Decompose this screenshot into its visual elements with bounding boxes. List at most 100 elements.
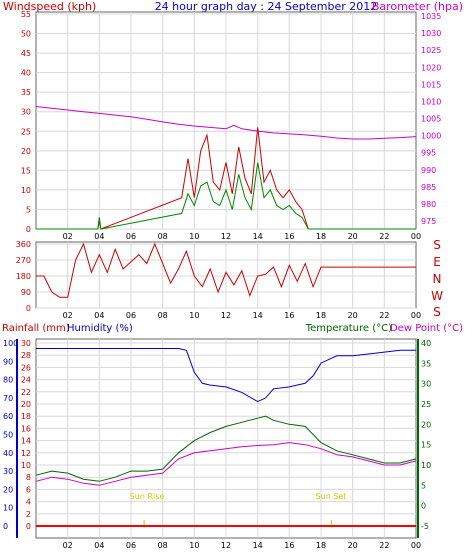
temperature-y-tick: 20 bbox=[421, 420, 431, 429]
wind-y-tick: 30 bbox=[21, 108, 31, 117]
direction-y-tick: 90 bbox=[21, 288, 31, 297]
barometer-y-tick: 990 bbox=[421, 166, 436, 175]
x-tick-label: 14 bbox=[253, 311, 263, 320]
x-tick-label: 06 bbox=[126, 541, 136, 550]
compass-label-w: W bbox=[431, 289, 443, 303]
temperature-y-tick: 10 bbox=[421, 461, 431, 470]
x-tick-label: 06 bbox=[126, 311, 136, 320]
x-tick-label: 10 bbox=[189, 541, 199, 550]
temperature-y-tick: 25 bbox=[421, 400, 431, 409]
temperature-y-tick: 0 bbox=[421, 502, 426, 511]
x-tick-label: 14 bbox=[253, 232, 263, 241]
x-tick-label: 04 bbox=[94, 541, 104, 550]
temperature-y-tick: 40 bbox=[421, 339, 431, 348]
wind-y-tick: 5 bbox=[26, 205, 31, 214]
barometer-axis-title: Barometer (hpa) bbox=[372, 0, 463, 13]
temperature-y-tick: 15 bbox=[421, 441, 431, 450]
rain-y-tick: 4 bbox=[26, 498, 31, 507]
rainfall-axis-title: Rainfall (mm) bbox=[2, 323, 70, 334]
wind-y-tick: 45 bbox=[21, 49, 31, 58]
compass-label-n: N bbox=[433, 272, 442, 286]
wind-axis-title: Windspeed (kph) bbox=[3, 0, 96, 13]
x-tick-label: 18 bbox=[316, 311, 326, 320]
rain-y-tick: 24 bbox=[21, 376, 31, 385]
x-tick-label: 16 bbox=[284, 232, 294, 241]
wind-y-tick: 25 bbox=[21, 127, 31, 136]
x-tick-label: 08 bbox=[158, 311, 168, 320]
x-tick-label: 00 bbox=[411, 541, 421, 550]
sunrise-label: Sun Rise bbox=[130, 492, 165, 501]
x-tick-label: 22 bbox=[379, 311, 389, 320]
dewpoint-axis-title: Dew Point (°C) bbox=[390, 323, 463, 334]
series-dew-point bbox=[35, 442, 417, 486]
x-tick-label: 18 bbox=[316, 232, 326, 241]
x-tick-label: 10 bbox=[189, 232, 199, 241]
temperature-y-tick: 30 bbox=[421, 380, 431, 389]
rain-y-tick: 28 bbox=[21, 351, 31, 360]
series-wind-direction bbox=[36, 242, 416, 298]
humidity-y-tick: 60 bbox=[3, 412, 13, 421]
x-tick-label: 16 bbox=[284, 311, 294, 320]
barometer-y-tick: 1005 bbox=[421, 115, 441, 124]
wind-y-tick: 50 bbox=[21, 30, 31, 39]
humidity-y-tick: 20 bbox=[3, 485, 13, 494]
humidity-y-tick: 10 bbox=[3, 504, 13, 513]
direction-y-tick: 270 bbox=[16, 256, 31, 265]
x-tick-label: 20 bbox=[348, 232, 358, 241]
x-tick-label: 16 bbox=[284, 541, 294, 550]
rain-y-tick: 22 bbox=[21, 388, 31, 397]
x-tick-label: 20 bbox=[348, 311, 358, 320]
humidity-y-tick: 30 bbox=[3, 467, 13, 476]
x-tick-label: 02 bbox=[63, 541, 73, 550]
temperature-y-tick: -5 bbox=[421, 522, 429, 531]
wind-y-tick: 15 bbox=[21, 166, 31, 175]
x-tick-label: 20 bbox=[348, 541, 358, 550]
barometer-y-tick: 1025 bbox=[421, 46, 441, 55]
barometer-y-tick: 975 bbox=[421, 217, 436, 226]
x-tick-label: 12 bbox=[221, 541, 231, 550]
barometer-y-tick: 995 bbox=[421, 149, 436, 158]
x-tick-label: 00 bbox=[411, 232, 421, 241]
series-temperature bbox=[35, 415, 417, 482]
compass-label-s2: S bbox=[433, 305, 441, 319]
x-tick-label: 18 bbox=[316, 541, 326, 550]
sunset-label: Sun Set bbox=[316, 492, 347, 501]
rain-y-tick: 6 bbox=[26, 485, 31, 494]
direction-y-tick: 180 bbox=[16, 272, 31, 281]
barometer-y-tick: 1035 bbox=[421, 12, 441, 21]
humidity-y-tick: 80 bbox=[3, 376, 13, 385]
wind-y-tick: 35 bbox=[21, 88, 31, 97]
wind-y-tick: 10 bbox=[21, 186, 31, 195]
x-tick-label: 00 bbox=[411, 311, 421, 320]
rain-y-tick: 12 bbox=[21, 449, 31, 458]
temperature-y-tick: 35 bbox=[421, 359, 431, 368]
x-tick-label: 04 bbox=[94, 311, 104, 320]
wind-y-tick: 20 bbox=[21, 147, 31, 156]
x-tick-label: 08 bbox=[158, 541, 168, 550]
wind-y-tick: 40 bbox=[21, 69, 31, 78]
x-tick-label: 04 bbox=[94, 232, 104, 241]
rain-y-tick: 30 bbox=[21, 339, 31, 348]
x-tick-label: 08 bbox=[158, 232, 168, 241]
rain-y-tick: 2 bbox=[26, 510, 31, 519]
series-wind-speed bbox=[36, 162, 416, 230]
humidity-axis-title: Humidity (%) bbox=[67, 323, 133, 334]
series-humidity bbox=[36, 348, 416, 403]
rain-y-tick: 26 bbox=[21, 363, 31, 372]
humidity-y-tick: 0 bbox=[3, 522, 8, 531]
rain-y-tick: 10 bbox=[21, 461, 31, 470]
rain-y-tick: 8 bbox=[26, 473, 31, 482]
humidity-y-tick: 70 bbox=[3, 394, 13, 403]
temperature-axis-title: Temperature (°C) bbox=[305, 323, 392, 334]
wind-y-tick: 55 bbox=[21, 10, 31, 19]
x-tick-label: 10 bbox=[189, 311, 199, 320]
temperature-y-tick: 5 bbox=[421, 481, 426, 490]
x-tick-label: 12 bbox=[221, 232, 231, 241]
x-tick-label: 02 bbox=[63, 232, 73, 241]
compass-label-s: S bbox=[433, 238, 441, 252]
humidity-y-tick: 90 bbox=[3, 357, 13, 366]
barometer-y-tick: 1010 bbox=[421, 97, 441, 106]
direction-y-tick: 360 bbox=[16, 240, 31, 249]
rain-y-tick: 0 bbox=[26, 522, 31, 531]
